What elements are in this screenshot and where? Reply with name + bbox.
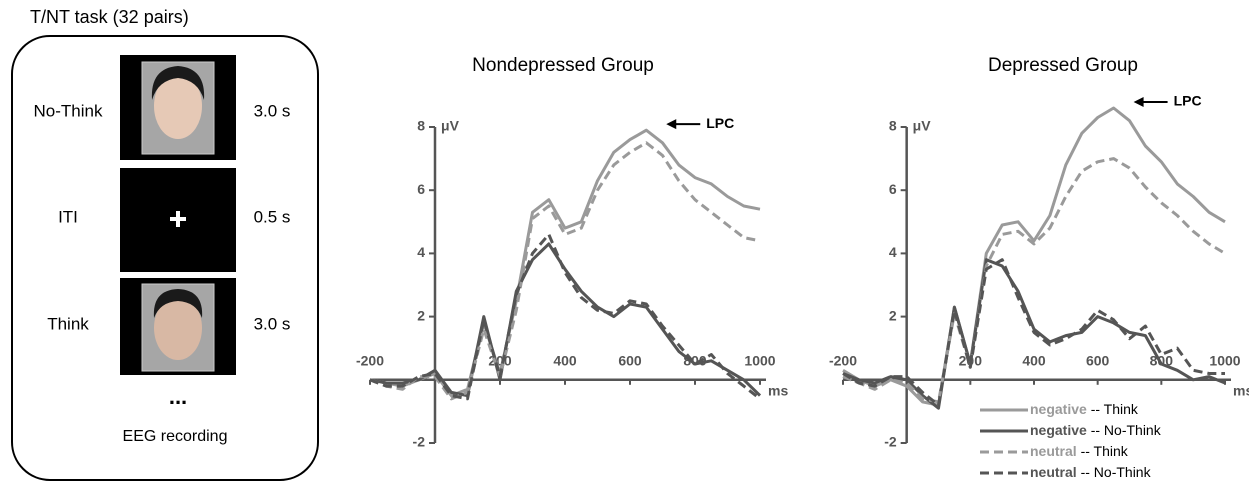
y-tick-label: 2	[889, 307, 897, 323]
legend-label: negative -- Think	[1030, 401, 1139, 417]
x-axis-label: ms	[768, 383, 788, 399]
y-tick-label: 2	[417, 307, 425, 323]
x-tick-label: 600	[618, 353, 642, 369]
series-line	[369, 128, 761, 398]
legend-label: neutral -- No-Think	[1030, 464, 1152, 480]
x-tick-label: -200	[356, 353, 384, 369]
series-line	[369, 242, 762, 398]
legend-group: negative	[1030, 422, 1087, 438]
trial-label: ITI	[58, 207, 78, 226]
trial-duration: 0.5 s	[254, 207, 291, 226]
series-line	[842, 258, 1225, 407]
face-2	[120, 278, 236, 375]
legend-group: neutral	[1030, 464, 1077, 480]
y-tick-label: -2	[413, 434, 426, 450]
fixation	[120, 168, 236, 272]
series-line	[842, 106, 1226, 407]
x-tick-label: 1000	[744, 353, 775, 369]
y-tick-label: 4	[889, 244, 897, 260]
series-line	[369, 232, 761, 401]
y-tick-label: 6	[417, 181, 425, 197]
chart-title: Depressed Group	[988, 55, 1138, 76]
y-tick-label: 8	[889, 118, 897, 134]
series-line	[842, 258, 1226, 410]
legend-label: neutral -- Think	[1030, 443, 1129, 459]
legend-condition: -- No-Think	[1087, 422, 1162, 438]
annotation: LPC	[1174, 93, 1202, 109]
y-tick-label: 6	[889, 181, 897, 197]
legend-label: negative -- No-Think	[1030, 422, 1162, 438]
x-tick-label: -200	[829, 353, 857, 369]
task-frame	[11, 35, 319, 481]
legend-condition: -- Think	[1087, 401, 1139, 417]
series-line	[842, 157, 1226, 404]
x-tick-label: 1000	[1209, 353, 1240, 369]
task-title: T/NT task (32 pairs)	[30, 7, 189, 27]
trial-duration: 3.0 s	[254, 314, 291, 333]
x-tick-label: 200	[488, 353, 512, 369]
legend-group: negative	[1030, 401, 1087, 417]
annotation-arrowhead	[1133, 97, 1144, 108]
y-unit: μV	[913, 118, 932, 134]
series-line	[369, 141, 761, 401]
legend-group: neutral	[1030, 443, 1077, 459]
annotation-arrowhead	[666, 119, 677, 130]
y-unit: μV	[441, 118, 460, 134]
y-tick-label: 8	[417, 118, 425, 134]
face-1	[120, 55, 236, 160]
trial-label: No-Think	[34, 101, 103, 120]
task-footer: EEG recording	[123, 428, 228, 445]
annotation: LPC	[706, 115, 734, 131]
trial-label: Think	[47, 314, 89, 333]
legend-condition: -- Think	[1077, 443, 1129, 459]
x-tick-label: 600	[1086, 353, 1110, 369]
ellipsis: ...	[169, 384, 187, 409]
x-axis-label: ms	[1233, 383, 1249, 399]
trial-duration: 3.0 s	[254, 101, 291, 120]
y-tick-label: 4	[417, 244, 425, 260]
y-tick-label: -2	[884, 434, 897, 450]
x-tick-label: 400	[1022, 353, 1046, 369]
legend-condition: -- No-Think	[1077, 464, 1152, 480]
x-tick-label: 400	[553, 353, 577, 369]
chart-title: Nondepressed Group	[472, 55, 654, 76]
